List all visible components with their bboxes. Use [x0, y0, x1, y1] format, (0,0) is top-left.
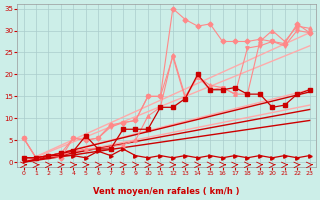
X-axis label: Vent moyen/en rafales ( km/h ): Vent moyen/en rafales ( km/h )	[93, 187, 240, 196]
